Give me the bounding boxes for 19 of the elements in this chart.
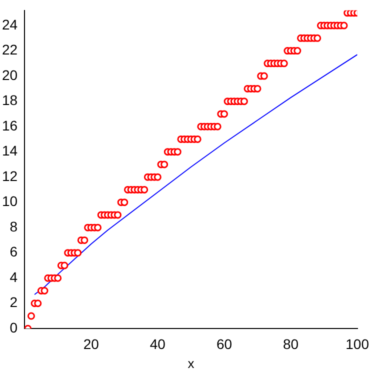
x-axis-title: x (188, 356, 195, 371)
x-tick-label: 20 (83, 336, 100, 352)
y-tick-label: 6 (10, 244, 18, 260)
y-tick-label: 12 (2, 168, 18, 184)
y-tick-label: 10 (2, 193, 18, 210)
x-tick-label: 80 (282, 336, 299, 352)
y-tick-label: 8 (10, 218, 18, 234)
x-tick-label: 40 (150, 336, 166, 352)
y-tick-label: 2 (10, 294, 18, 310)
y-tick-label: 18 (2, 92, 18, 108)
x-tick-label: 60 (216, 336, 232, 352)
y-tick-label: 24 (2, 16, 18, 32)
x-tick-label: 100 (346, 336, 370, 352)
y-tick-label: 16 (2, 117, 18, 134)
y-tick-label: 14 (2, 142, 18, 159)
y-tick-label: 4 (10, 268, 18, 285)
y-tick-label: 20 (2, 66, 18, 83)
y-tick-label: 22 (2, 42, 18, 58)
y-tick-label: 0 (10, 319, 18, 336)
